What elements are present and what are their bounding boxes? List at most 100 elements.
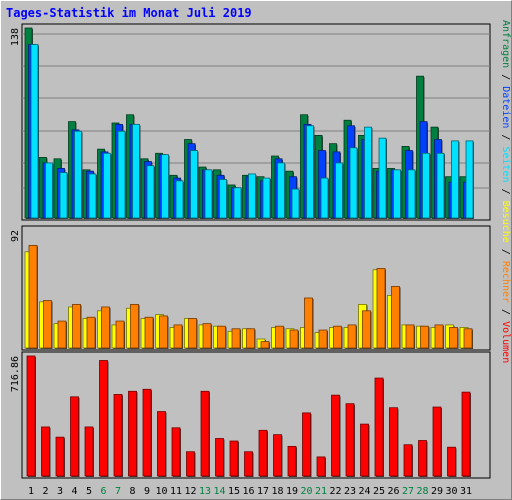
legend-separator: / <box>500 128 511 146</box>
bar-seiten-29 <box>436 152 445 219</box>
bar-volumen-17 <box>258 429 268 477</box>
bar-rechner-28 <box>420 325 429 349</box>
bar-rechner-2 <box>43 300 52 349</box>
bar-rechner-1 <box>28 244 38 349</box>
chart-panel-3: 716.86 <box>10 351 491 479</box>
x-tick-label-28: 28 <box>416 486 428 497</box>
bar-volumen-16 <box>244 451 253 477</box>
bar-rechner-6 <box>101 306 110 349</box>
bar-rechner-26 <box>391 286 400 349</box>
bar-seiten-26 <box>393 169 401 219</box>
bar-rechner-30 <box>449 327 458 349</box>
x-tick-label-23: 23 <box>344 486 356 497</box>
bar-volumen-27 <box>403 444 413 477</box>
bar-volumen-1 <box>26 355 36 477</box>
bar-volumen-9 <box>142 388 152 477</box>
y-axis-max-label: 92 <box>10 230 21 242</box>
bar-seiten-7 <box>117 130 126 219</box>
bar-seiten-1 <box>30 44 39 219</box>
bar-volumen-25 <box>374 377 384 477</box>
bar-seiten-30 <box>451 140 459 219</box>
bar-seiten-22 <box>335 162 343 219</box>
x-tick-label-3: 3 <box>57 486 63 497</box>
bar-rechner-15 <box>231 328 241 349</box>
x-tick-label-15: 15 <box>228 486 240 497</box>
x-tick-label-26: 26 <box>387 486 399 497</box>
bar-volumen-8 <box>128 390 137 477</box>
legend-separator: / <box>500 68 511 86</box>
bar-seiten-25 <box>378 137 387 219</box>
y-axis-max-label: 716.86 <box>10 356 21 392</box>
bar-seiten-18 <box>277 162 285 219</box>
x-tick-label-24: 24 <box>358 486 370 497</box>
bar-volumen-18 <box>273 434 282 477</box>
bar-rechner-25 <box>376 268 386 349</box>
bar-rechner-12 <box>188 318 197 349</box>
bar-seiten-19 <box>291 188 300 219</box>
x-tick-label-14: 14 <box>213 486 225 497</box>
bar-volumen-31 <box>461 391 471 477</box>
bar-volumen-3 <box>55 436 65 477</box>
legend-item-seiten: Seiten <box>500 146 511 182</box>
bar-rechner-18 <box>275 325 284 349</box>
bar-rechner-9 <box>144 316 154 349</box>
bar-seiten-14 <box>219 179 227 219</box>
bar-rechner-19 <box>289 329 299 349</box>
bar-seiten-15 <box>233 187 242 219</box>
legend-item-dateien: Dateien <box>500 86 511 128</box>
bar-volumen-4 <box>70 396 79 477</box>
vertical-legend: Anfragen / Dateien / Seiten / Besuche / … <box>500 20 511 363</box>
bar-seiten-5 <box>88 173 97 219</box>
bar-rechner-11 <box>173 324 183 349</box>
x-tick-label-22: 22 <box>329 486 341 497</box>
bar-rechner-22 <box>333 325 342 349</box>
x-tick-label-2: 2 <box>42 486 48 497</box>
x-tick-label-30: 30 <box>445 486 457 497</box>
bar-volumen-30 <box>447 446 456 477</box>
bar-rechner-16 <box>246 328 255 349</box>
bar-seiten-8 <box>132 123 140 219</box>
bar-seiten-10 <box>161 154 169 219</box>
bar-seiten-11 <box>175 180 184 219</box>
x-tick-label-6: 6 <box>100 486 106 497</box>
legend-separator: / <box>500 183 511 201</box>
bar-volumen-12 <box>186 451 195 477</box>
bar-rechner-21 <box>318 329 328 349</box>
x-tick-label-29: 29 <box>431 486 443 497</box>
x-tick-label-1: 1 <box>28 486 34 497</box>
legend-item-besuche: Besuche <box>500 201 511 243</box>
x-tick-label-16: 16 <box>242 486 254 497</box>
bar-seiten-23 <box>349 147 358 219</box>
bar-volumen-6 <box>99 360 108 477</box>
x-tick-label-31: 31 <box>460 486 472 497</box>
bar-volumen-24 <box>360 423 369 477</box>
bar-volumen-7 <box>113 394 123 477</box>
bar-rechner-7 <box>115 320 125 349</box>
bar-volumen-26 <box>389 407 398 477</box>
bar-rechner-10 <box>159 315 168 349</box>
bar-seiten-28 <box>422 152 430 219</box>
bar-rechner-29 <box>434 324 444 349</box>
bar-seiten-3 <box>59 172 68 219</box>
bar-volumen-20 <box>302 412 311 477</box>
bar-seiten-21 <box>320 177 329 219</box>
bar-volumen-29 <box>432 406 442 477</box>
bar-seiten-4 <box>74 130 82 219</box>
legend-item-volumen: Volumen <box>500 321 511 363</box>
bar-seiten-31 <box>465 140 474 219</box>
bar-rechner-23 <box>347 324 357 349</box>
bar-volumen-28 <box>418 440 427 477</box>
bar-rechner-31 <box>463 328 473 349</box>
x-tick-label-11: 11 <box>170 486 182 497</box>
x-tick-label-18: 18 <box>271 486 283 497</box>
bar-volumen-14 <box>215 438 224 477</box>
x-tick-label-20: 20 <box>300 486 312 497</box>
bar-rechner-17 <box>260 341 270 349</box>
x-tick-label-10: 10 <box>155 486 167 497</box>
bar-seiten-6 <box>103 152 111 219</box>
bar-seiten-2 <box>45 162 53 219</box>
y-axis-max-label: 138 <box>10 28 21 46</box>
bar-volumen-11 <box>171 427 181 477</box>
bar-rechner-20 <box>304 297 313 349</box>
